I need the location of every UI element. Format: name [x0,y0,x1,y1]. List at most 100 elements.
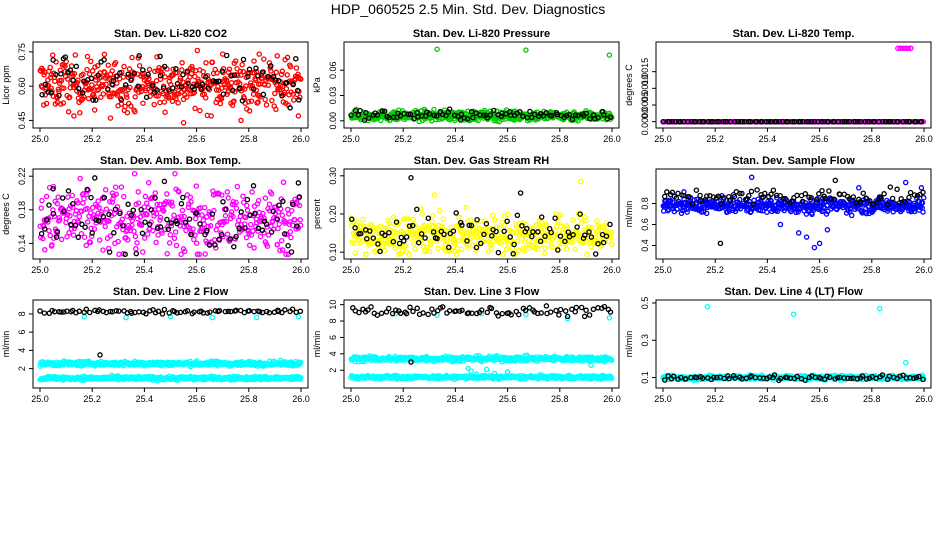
data-point [297,217,303,223]
outlier-point [816,240,823,247]
data-point [259,309,266,316]
y-axis-label: kPa [312,77,322,93]
data-point [88,194,94,201]
data-point [259,69,266,75]
data-point [142,87,149,94]
data-point [96,237,103,243]
data-point [90,91,97,98]
series-primary [348,46,615,125]
data-point [162,74,168,80]
data-point [265,82,272,89]
data-point [84,53,91,60]
outlier-point [256,51,262,57]
data-point [171,235,178,242]
data-point [142,193,149,200]
outlier-point [71,113,77,119]
data-point [242,86,248,92]
data-point [197,221,203,227]
outlier-point [107,115,114,121]
data-point [276,221,282,227]
data-point [102,187,109,193]
data-point [128,77,134,83]
data-point [252,77,259,83]
data-point [111,211,118,217]
outlier-point [434,46,440,52]
data-points [37,306,304,384]
x-tick-label: 26.0 [915,265,933,275]
data-point [246,242,253,249]
data-points [348,303,615,383]
data-point [770,187,777,193]
data-point [112,184,119,190]
data-point [429,218,435,225]
data-point [181,213,187,220]
data-point [142,85,149,92]
data-point [216,236,222,243]
data-point [38,205,44,211]
data-point [284,80,290,86]
data-point [111,230,117,236]
x-tick-label: 26.0 [603,265,621,275]
y-tick-label: 6 [17,330,27,335]
plot-frame [343,41,620,129]
data-point [592,251,599,257]
data-point [392,245,398,251]
data-point [105,62,112,68]
x-tick-label: 25.8 [551,265,569,275]
y-tick-label: 8 [328,319,338,324]
data-point [103,206,110,212]
data-point [125,71,131,78]
data-point [215,78,222,85]
data-point [257,94,263,100]
data-point [141,235,148,241]
panel-3: Stan. Dev. Li-820 Temp.degrees C25.0 25.2… [624,28,933,144]
x-tick-label: 25.4 [136,265,154,275]
data-point [212,242,218,248]
y-tick-label: 2 [328,368,338,373]
data-point [291,97,297,103]
data-point [920,194,927,201]
panel-title: Stan. Dev. Gas Stream RH [414,155,550,167]
y-tick-label: 0.22 [17,167,27,185]
data-point [75,234,82,241]
x-tick-label: 25.6 [188,134,206,144]
data-point [426,248,433,255]
data-point [160,90,166,97]
data-point [154,54,160,60]
y-tick-label: 0.00 [328,112,338,130]
x-tick-label: 25.2 [394,394,412,404]
data-point [430,212,436,219]
data-point [129,217,135,224]
data-point [574,224,580,230]
data-point [278,71,285,78]
data-point [182,248,188,255]
data-point [76,213,83,220]
data-point [62,63,68,69]
data-point [151,101,157,108]
data-point [75,77,81,84]
data-point [52,78,58,84]
data-point [246,66,253,73]
data-point [231,72,238,79]
data-point [136,53,142,59]
data-point [239,98,246,104]
data-point [81,234,88,240]
x-tick-label: 25.8 [240,134,258,144]
data-point [171,212,177,218]
data-point [65,194,71,200]
data-point [255,99,261,105]
data-point [272,77,279,83]
data-point [259,227,266,234]
outlier-point [123,314,129,321]
data-point [223,52,230,59]
data-point [41,310,48,316]
y-axis-label: ml/min [624,201,634,228]
y-axis-label: percent [312,198,322,229]
data-point [406,251,412,258]
data-point [39,197,45,204]
data-point [85,95,92,102]
data-point [198,86,205,93]
outlier-point [295,313,302,320]
data-point [360,216,366,223]
